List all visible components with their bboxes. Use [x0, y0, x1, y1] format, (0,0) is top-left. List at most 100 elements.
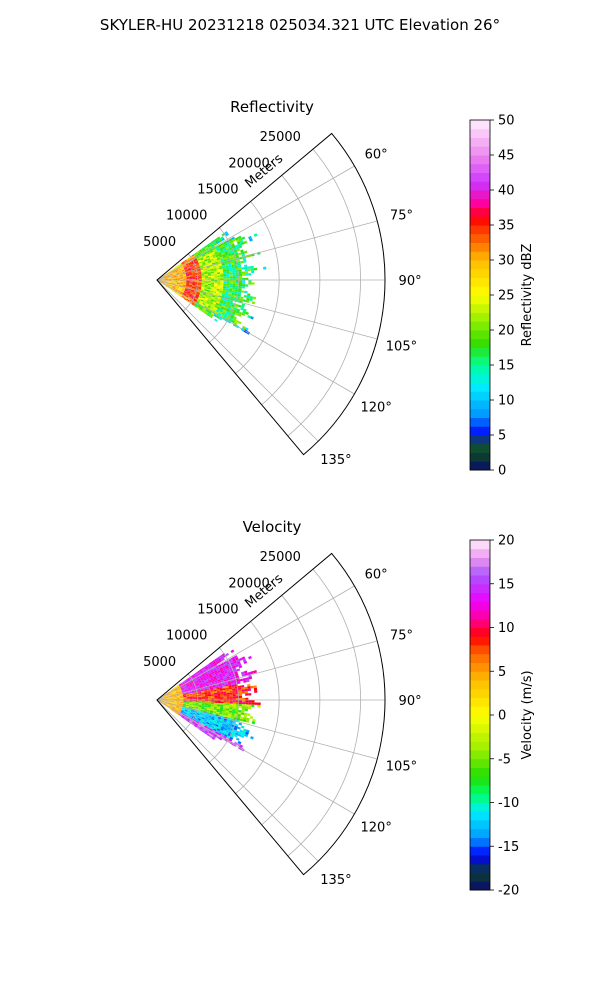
reflectivity-azimuth-tick-label: 75°	[390, 208, 413, 223]
reflectivity-data-cell	[242, 271, 245, 273]
reflectivity-range-tick-label: 10000	[166, 209, 207, 224]
reflectivity-colorbar-segment	[470, 435, 490, 444]
velocity-range-ring-25000	[288, 569, 361, 856]
reflectivity-data-cell	[208, 277, 211, 278]
velocity-data-cell	[230, 696, 233, 698]
velocity-data-cell	[202, 698, 205, 699]
velocity-colorbar-segment	[470, 768, 490, 777]
velocity-data-cell	[224, 697, 227, 699]
velocity-data-cell	[239, 696, 242, 698]
velocity-data-cell	[211, 703, 214, 705]
velocity-data-cell	[248, 656, 252, 660]
reflectivity-range-ring-20000	[262, 175, 320, 404]
velocity-data-cell	[248, 693, 251, 695]
reflectivity-data-cell	[214, 277, 217, 279]
reflectivity-data-cell	[248, 282, 251, 284]
velocity-data-cell	[250, 686, 253, 689]
velocity-data-cell	[233, 696, 236, 698]
reflectivity-colorbar-label: Reflectivity dBZ	[520, 244, 535, 347]
reflectivity-data-cell	[244, 291, 247, 294]
velocity-data-cell	[226, 705, 229, 707]
velocity-colorbar-segment	[470, 820, 490, 829]
reflectivity-data-cell	[229, 271, 232, 273]
velocity-data-cell	[229, 707, 232, 709]
reflectivity-data-cell	[208, 282, 211, 283]
reflectivity-data-cell	[220, 283, 223, 285]
reflectivity-data-cell	[245, 273, 248, 275]
velocity-data-cell	[242, 689, 245, 691]
velocity-colorbar-segment	[470, 671, 490, 680]
velocity-colorbar-tick-label: -20	[498, 884, 519, 899]
velocity-data-cell	[239, 692, 242, 694]
velocity-data-cell	[220, 695, 223, 697]
velocity-colorbar-segment	[470, 838, 490, 847]
velocity-data-cell	[245, 709, 248, 712]
velocity-data-cell	[239, 706, 242, 708]
reflectivity-colorbar-tick-label: 5	[498, 429, 506, 444]
velocity-colorbar-segment	[470, 663, 490, 672]
velocity-data-cell	[241, 726, 245, 729]
velocity-data-cell	[193, 701, 196, 702]
velocity-colorbar-segment	[470, 575, 490, 584]
reflectivity-range-tick-label: 15000	[197, 182, 238, 197]
velocity-data-cell	[233, 692, 236, 694]
velocity-colorbar-segment	[470, 645, 490, 654]
reflectivity-colorbar-segment	[470, 321, 490, 330]
velocity-data-cell	[239, 702, 242, 704]
reflectivity-data-cell	[217, 283, 220, 285]
reflectivity-colorbar-segment	[470, 190, 490, 199]
reflectivity-data-cell	[202, 276, 205, 277]
reflectivity-data-cell	[233, 272, 236, 274]
reflectivity-data-cell	[190, 278, 193, 279]
reflectivity-colorbar-segment	[470, 138, 490, 147]
reflectivity-colorbar-tick-label: 50	[498, 114, 515, 129]
reflectivity-data-cell	[254, 233, 258, 237]
velocity-colorbar-segment	[470, 558, 490, 567]
velocity-data-cell	[227, 703, 230, 705]
reflectivity-colorbar-segment	[470, 453, 490, 462]
reflectivity-data-cell	[220, 282, 223, 284]
reflectivity-colorbar-segment	[470, 120, 490, 129]
velocity-colorbar-segment	[470, 741, 490, 750]
reflectivity-data-cell	[220, 285, 223, 287]
velocity-data-cell	[223, 705, 226, 707]
velocity-azimuth-spoke-120	[157, 700, 354, 814]
reflectivity-colorbar-segment	[470, 313, 490, 322]
reflectivity-data-cell	[186, 281, 189, 282]
velocity-data-cell	[248, 704, 251, 706]
velocity-colorbar-segment	[470, 636, 490, 645]
velocity-azimuth-tick-label: 60°	[365, 567, 388, 582]
figure-suptitle: SKYLER-HU 20231218 025034.321 UTC Elevat…	[0, 16, 600, 34]
velocity-data-cell	[220, 703, 223, 705]
velocity-colorbar-segment	[470, 601, 490, 610]
velocity-data-cell	[242, 691, 245, 693]
reflectivity-data-cell	[211, 283, 214, 285]
velocity-colorbar-segment	[470, 566, 490, 575]
velocity-data-cell	[247, 684, 250, 687]
reflectivity-data-cell	[186, 278, 189, 279]
velocity-data-cell	[253, 670, 257, 673]
velocity-data-cell	[229, 705, 232, 707]
reflectivity-colorbar-segment	[470, 234, 490, 243]
reflectivity-data-cell	[242, 282, 245, 284]
velocity-data-cell	[214, 696, 217, 698]
velocity-data-cell	[205, 701, 208, 702]
velocity-colorbar-segment	[470, 706, 490, 715]
reflectivity-colorbar-tick-label: 30	[498, 254, 515, 269]
reflectivity-colorbar-segment	[470, 348, 490, 357]
velocity-colorbar-segment	[470, 584, 490, 593]
velocity-data-cell	[217, 701, 220, 703]
velocity-data-cell	[239, 704, 242, 706]
velocity-azimuth-tick-label: 120°	[361, 821, 392, 836]
reflectivity-data-cell	[199, 281, 202, 282]
reflectivity-colorbar-segment	[470, 164, 490, 173]
velocity-data-cell	[223, 693, 226, 695]
velocity-data-cell	[247, 713, 250, 716]
velocity-data-cell	[254, 685, 257, 688]
velocity-data-cell	[208, 697, 211, 698]
reflectivity-data-cell	[263, 267, 266, 270]
velocity-data-cell	[254, 690, 257, 693]
reflectivity-data-cell	[229, 273, 232, 275]
reflectivity-colorbar-segment	[470, 129, 490, 138]
velocity-data-cell	[242, 702, 245, 704]
